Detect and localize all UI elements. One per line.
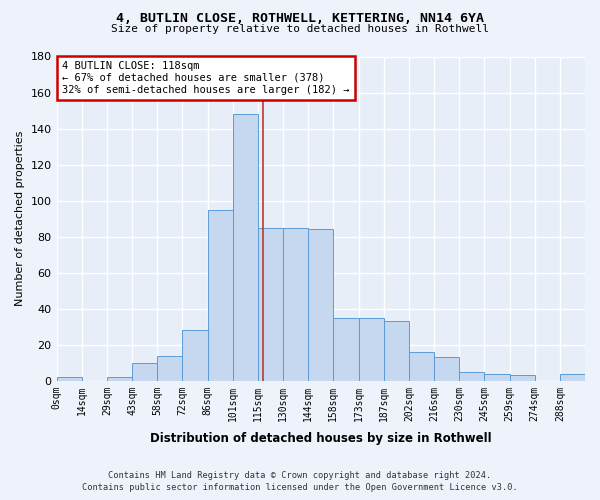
Bar xyxy=(283,228,308,381)
Text: 4, BUTLIN CLOSE, ROTHWELL, KETTERING, NN14 6YA: 4, BUTLIN CLOSE, ROTHWELL, KETTERING, NN… xyxy=(116,12,484,26)
X-axis label: Distribution of detached houses by size in Rothwell: Distribution of detached houses by size … xyxy=(150,432,491,445)
Bar xyxy=(56,377,82,381)
Title: 4, BUTLIN CLOSE, ROTHWELL, KETTERING, NN14 6YA
Size of property relative to deta: 4, BUTLIN CLOSE, ROTHWELL, KETTERING, NN… xyxy=(0,499,1,500)
Bar xyxy=(509,376,535,381)
Y-axis label: Number of detached properties: Number of detached properties xyxy=(15,131,25,306)
Bar xyxy=(334,318,359,381)
Text: Contains HM Land Registry data © Crown copyright and database right 2024.
Contai: Contains HM Land Registry data © Crown c… xyxy=(82,471,518,492)
Bar xyxy=(409,352,434,381)
Bar xyxy=(233,114,258,381)
Bar xyxy=(434,358,459,381)
Bar xyxy=(308,230,334,381)
Bar xyxy=(132,363,157,381)
Bar xyxy=(560,374,585,381)
Bar xyxy=(383,322,409,381)
Bar xyxy=(157,356,182,381)
Text: 4 BUTLIN CLOSE: 118sqm
← 67% of detached houses are smaller (378)
32% of semi-de: 4 BUTLIN CLOSE: 118sqm ← 67% of detached… xyxy=(62,62,349,94)
Bar xyxy=(484,374,509,381)
Bar xyxy=(208,210,233,381)
Bar xyxy=(258,228,283,381)
Bar xyxy=(107,377,132,381)
Bar xyxy=(459,372,484,381)
Bar xyxy=(182,330,208,381)
Text: Size of property relative to detached houses in Rothwell: Size of property relative to detached ho… xyxy=(111,24,489,34)
Bar xyxy=(359,318,383,381)
